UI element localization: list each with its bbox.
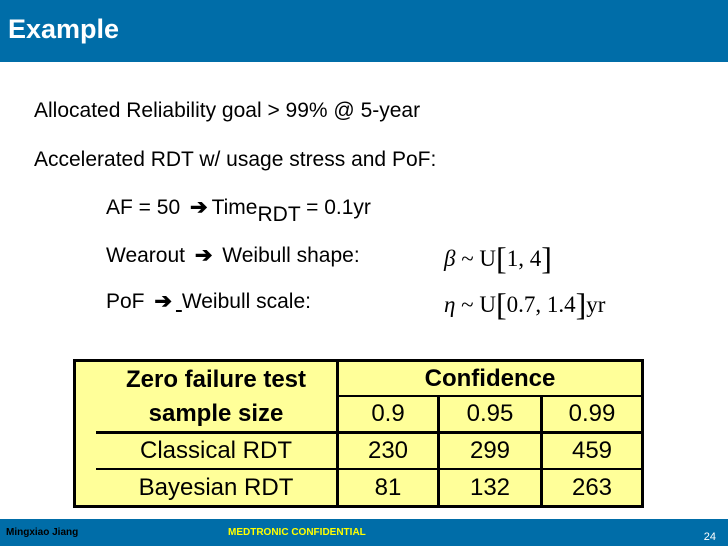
af-subscript: RDT: [257, 203, 301, 226]
header-left-line1: Zero failure test: [125, 365, 307, 393]
footer-confidentiality: MEDTRONIC CONFIDENTIAL: [228, 527, 366, 538]
right-arrow-icon: ➔: [194, 244, 213, 267]
confidence-level: 0.95: [440, 397, 540, 431]
table-cell: 230: [339, 434, 437, 468]
confidence-level: 0.99: [543, 397, 641, 431]
bullet-reliability-goal: Allocated Reliability goal > 99% @ 5-yea…: [34, 99, 421, 122]
af-label: Time: [211, 196, 258, 219]
page-number: 24: [703, 531, 716, 543]
eta-unit: yr: [586, 292, 606, 317]
eta-formula: η ~ U[0.7, 1.4]yr: [444, 283, 606, 322]
header-confidence: Confidence: [339, 362, 641, 395]
af-prefix: AF = 50: [106, 196, 181, 219]
footer-bar: [0, 519, 728, 546]
header-left-line2: sample size: [148, 399, 284, 427]
right-arrow-icon: ➔: [189, 196, 208, 219]
eta-tilde: ~ U: [455, 292, 496, 317]
confidence-level: 0.9: [339, 397, 437, 431]
row-label-classical: Classical RDT: [96, 434, 336, 468]
eta-right-bracket: ]: [575, 286, 587, 322]
title-bar: Example: [0, 0, 728, 62]
table-cell: 299: [440, 434, 540, 468]
footer-author: Mingxiao Jiang: [6, 527, 79, 538]
af-suffix: = 0.1yr: [300, 196, 371, 219]
sub-item-wearout: Wearout ➔ Weibull shape:: [106, 243, 360, 268]
beta-left-bracket: [: [496, 240, 507, 276]
sub-item-af: AF = 50 ➔ TimeRDT = 0.1yr: [106, 195, 371, 226]
pof-label: Weibull scale:: [181, 290, 311, 313]
table-cell: 132: [440, 470, 540, 505]
table-margin: [76, 362, 96, 505]
wearout-prefix: Wearout: [106, 244, 185, 267]
beta-right-bracket: ]: [541, 240, 552, 276]
beta-content: 1, 4: [506, 246, 542, 271]
eta-left-bracket: [: [495, 286, 507, 322]
row-label-bayesian: Bayesian RDT: [96, 470, 336, 505]
right-arrow-icon: ➔: [154, 290, 172, 313]
beta-tilde: ~ U: [455, 246, 497, 271]
slide-title: Example: [8, 14, 120, 44]
bullet-accelerated-rdt: Accelerated RDT w/ usage stress and PoF:: [34, 148, 437, 171]
beta-formula: β ~ U[1, 4]: [444, 237, 552, 276]
table-cell: 81: [339, 470, 437, 505]
header-sample-size: Zero failure test sample size: [96, 362, 336, 431]
eta-content: 0.7, 1.4: [506, 292, 576, 317]
sample-size-table: Zero failure test sample size Confidence…: [73, 359, 644, 508]
wearout-label: Weibull shape:: [222, 244, 360, 267]
beta-symbol: β: [444, 246, 456, 271]
eta-symbol: η: [444, 292, 456, 317]
pof-prefix: PoF: [106, 290, 145, 313]
sub-item-pof: PoF ➔ Weibull scale:: [106, 289, 311, 314]
table-cell: 459: [543, 434, 641, 468]
table-cell: 263: [543, 470, 641, 505]
